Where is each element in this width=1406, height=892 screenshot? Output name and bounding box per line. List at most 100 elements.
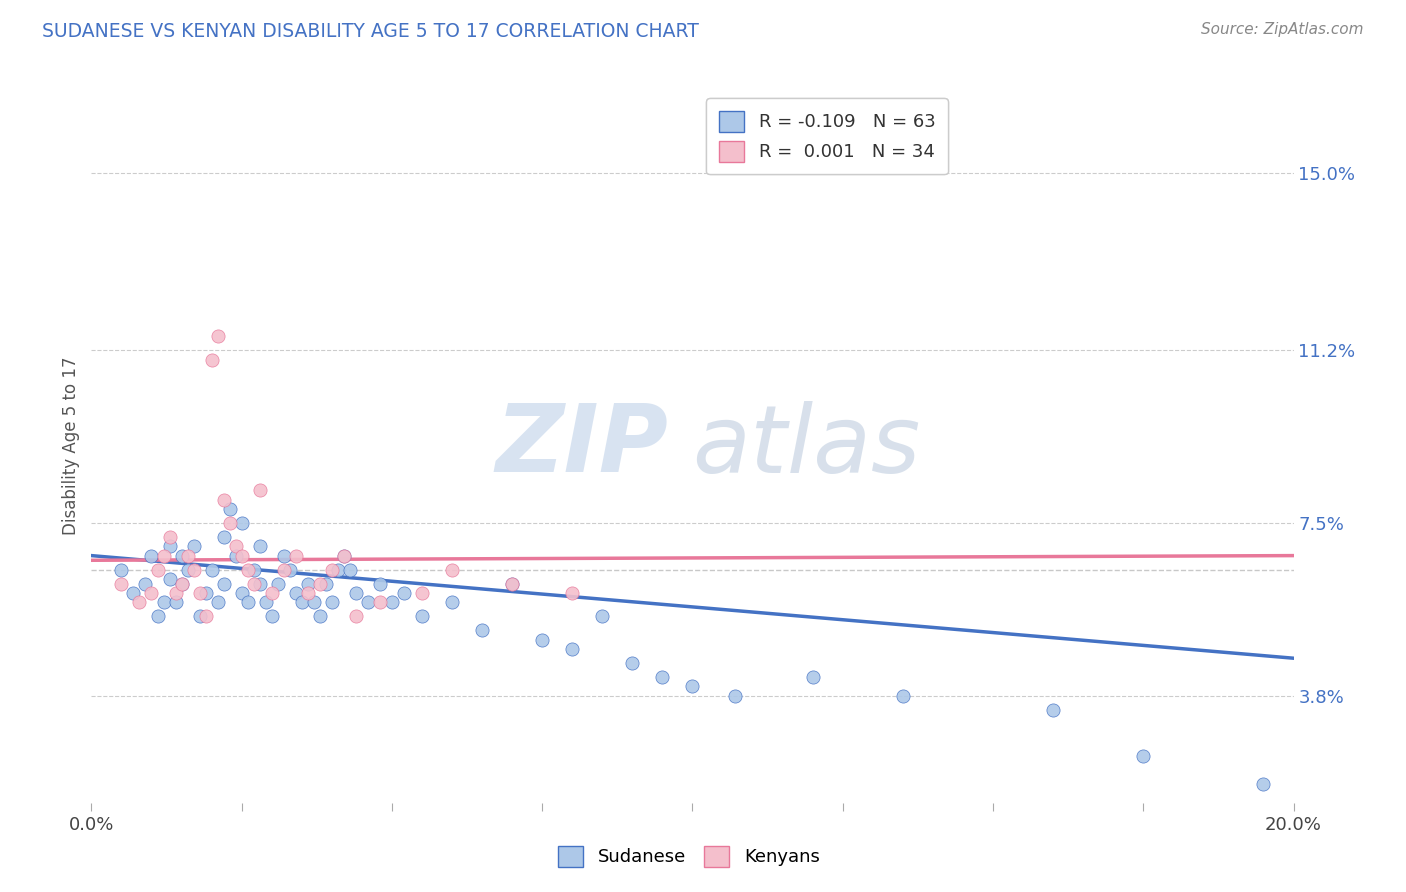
Point (159, 572, 181, 586)
Text: Source: ZipAtlas.com: Source: ZipAtlas.com (1201, 22, 1364, 37)
Point (236, 563, 259, 577)
Point (110, 576, 132, 591)
Point (273, 563, 295, 577)
Text: SUDANESE VS KENYAN DISABILITY AGE 5 TO 17 CORRELATION CHART: SUDANESE VS KENYAN DISABILITY AGE 5 TO 1… (42, 22, 699, 41)
Point (201, 352, 224, 367)
Point (681, 679, 703, 693)
Point (368, 576, 391, 591)
Point (194, 586, 217, 600)
Point (152, 549, 174, 563)
Point (411, 586, 433, 600)
Point (225, 539, 247, 553)
Point (1132, 749, 1154, 764)
Point (188, 586, 211, 600)
Point (651, 670, 673, 684)
Point (333, 549, 356, 563)
Point (291, 595, 314, 609)
Point (344, 586, 367, 600)
Point (236, 595, 259, 609)
Point (231, 516, 253, 530)
Point (134, 576, 156, 591)
Point (561, 641, 583, 656)
Point (315, 576, 337, 591)
Point (212, 530, 235, 544)
Point (339, 563, 361, 577)
Point (183, 539, 205, 553)
Point (170, 549, 193, 563)
Point (170, 576, 193, 591)
Point (146, 563, 169, 577)
Point (278, 563, 301, 577)
Point (501, 576, 523, 591)
Point (621, 656, 644, 670)
Point (368, 595, 391, 609)
Point (183, 563, 205, 577)
Point (128, 595, 150, 609)
Point (357, 595, 380, 609)
Point (333, 549, 356, 563)
Point (122, 586, 145, 600)
Point (146, 609, 169, 624)
Point (891, 689, 914, 703)
Point (591, 609, 613, 624)
Point (212, 576, 235, 591)
Y-axis label: Disability Age 5 to 17: Disability Age 5 to 17 (62, 357, 80, 535)
Point (344, 609, 367, 624)
Point (273, 549, 295, 563)
Point (297, 576, 319, 591)
Point (561, 586, 583, 600)
Point (165, 595, 187, 609)
Point (188, 609, 211, 624)
Point (225, 549, 247, 563)
Point (152, 595, 174, 609)
Point (141, 549, 163, 563)
Point (321, 563, 343, 577)
Point (231, 586, 253, 600)
Point (249, 483, 271, 498)
Point (308, 609, 330, 624)
Point (411, 609, 433, 624)
Point (242, 563, 264, 577)
Point (267, 576, 290, 591)
Point (297, 586, 319, 600)
Text: atlas: atlas (692, 401, 921, 491)
Point (801, 670, 824, 684)
Point (326, 563, 349, 577)
Point (284, 549, 307, 563)
Point (176, 563, 198, 577)
Point (723, 689, 745, 703)
Point (176, 549, 198, 563)
Point (381, 595, 404, 609)
Point (201, 563, 224, 577)
Point (159, 530, 181, 544)
Point (165, 586, 187, 600)
Point (207, 329, 229, 343)
Point (218, 502, 240, 516)
Point (242, 576, 264, 591)
Point (141, 586, 163, 600)
Point (471, 624, 494, 638)
Point (440, 563, 463, 577)
Point (159, 539, 181, 553)
Point (260, 609, 283, 624)
Point (218, 516, 240, 530)
Point (260, 586, 283, 600)
Point (308, 576, 330, 591)
Point (531, 632, 554, 647)
Point (212, 492, 235, 507)
Point (249, 576, 271, 591)
Point (207, 595, 229, 609)
Point (1042, 702, 1064, 716)
Text: ZIP: ZIP (495, 400, 668, 492)
Point (321, 595, 343, 609)
Point (249, 539, 271, 553)
Point (392, 586, 415, 600)
Point (302, 595, 325, 609)
Point (231, 549, 253, 563)
Point (110, 563, 132, 577)
Point (1253, 777, 1275, 791)
Point (440, 595, 463, 609)
Legend: Sudanese, Kenyans: Sudanese, Kenyans (551, 838, 827, 874)
Point (170, 576, 193, 591)
Legend: R = -0.109   N = 63, R =  0.001   N = 34: R = -0.109 N = 63, R = 0.001 N = 34 (706, 98, 948, 174)
